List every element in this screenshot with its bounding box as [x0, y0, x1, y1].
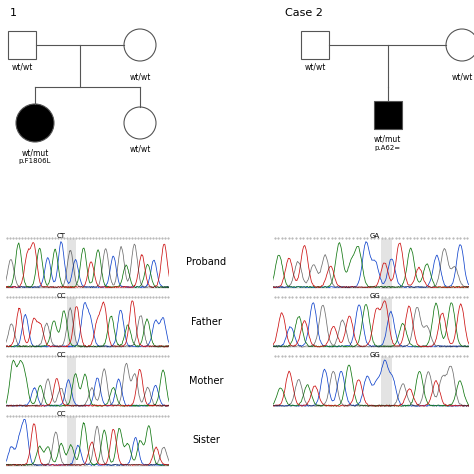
Text: Mother: Mother	[189, 376, 223, 386]
Text: GG: GG	[369, 293, 380, 299]
Text: Sister: Sister	[192, 435, 220, 445]
Text: CC: CC	[56, 411, 66, 417]
Circle shape	[16, 104, 54, 142]
Text: wt/wt: wt/wt	[304, 63, 326, 72]
Bar	[67, 357, 75, 407]
Bar	[8, 31, 36, 59]
Text: 1: 1	[10, 8, 17, 18]
Text: p.F1806L: p.F1806L	[19, 158, 51, 164]
Text: wt/mut: wt/mut	[374, 135, 401, 144]
Text: wt/wt: wt/wt	[11, 63, 33, 72]
Text: p.A62=: p.A62=	[374, 145, 401, 151]
Text: wt/mut: wt/mut	[21, 148, 49, 157]
Text: CC: CC	[56, 352, 66, 358]
Bar	[67, 417, 75, 466]
Bar	[374, 101, 401, 129]
Bar	[381, 357, 392, 407]
Text: Father: Father	[191, 317, 222, 327]
Text: GG: GG	[369, 352, 380, 358]
Text: Case 2: Case 2	[285, 8, 323, 18]
Text: CC: CC	[56, 293, 66, 299]
Bar	[67, 298, 75, 348]
Bar	[381, 239, 392, 289]
Text: Proband: Proband	[186, 257, 226, 267]
Text: wt/wt: wt/wt	[451, 73, 473, 82]
Text: CT: CT	[57, 234, 66, 239]
Bar	[381, 298, 392, 348]
Text: GA: GA	[370, 234, 380, 239]
Bar	[67, 239, 75, 289]
Text: wt/wt: wt/wt	[129, 145, 151, 154]
Bar	[301, 31, 329, 59]
Text: wt/wt: wt/wt	[129, 73, 151, 82]
